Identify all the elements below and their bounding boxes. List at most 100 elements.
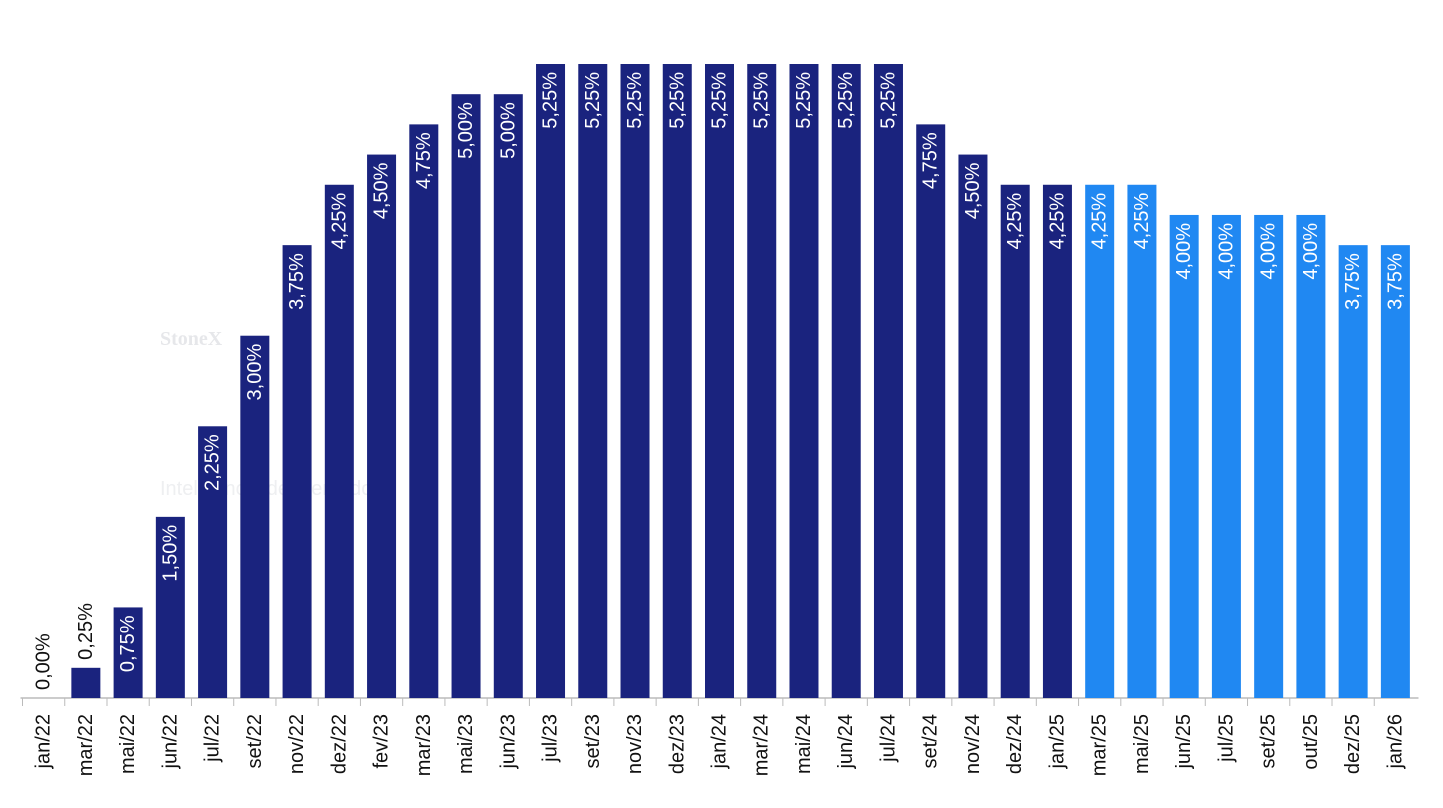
bar (198, 426, 228, 698)
x-tick-label: mar/22 (75, 714, 97, 776)
value-label: 4,00% (1300, 223, 1322, 280)
value-label: 0,75% (117, 615, 139, 672)
x-tick-label: jul/24 (877, 714, 899, 763)
value-label: 5,25% (666, 72, 688, 129)
bar (282, 245, 312, 698)
value-label: 4,25% (1089, 193, 1111, 250)
bar (1338, 245, 1368, 698)
x-tick-label: set/24 (920, 714, 942, 768)
bar (536, 64, 566, 698)
x-tick-label: dez/24 (1004, 714, 1026, 774)
value-label: 5,25% (582, 72, 604, 129)
value-label: 4,00% (1215, 223, 1237, 280)
bar (747, 64, 777, 698)
value-label: 5,25% (624, 72, 646, 129)
value-label: 4,25% (1131, 193, 1153, 250)
bar (916, 124, 946, 698)
value-label: 5,25% (793, 72, 815, 129)
x-tick-label: jun/25 (1173, 714, 1195, 770)
x-tick-label: jan/26 (1384, 714, 1406, 770)
x-tick-label: mai/22 (117, 714, 139, 774)
value-label: 5,25% (751, 72, 773, 129)
value-label: 3,75% (1384, 253, 1406, 310)
x-tick-label: mai/25 (1131, 714, 1153, 774)
x-tick-label: set/23 (582, 714, 604, 768)
bar (493, 94, 523, 698)
value-label: 4,75% (413, 132, 435, 189)
bar (1211, 214, 1241, 698)
x-tick-label: jan/25 (1046, 714, 1068, 770)
value-label: 0,25% (75, 603, 97, 660)
x-tick-label: jul/22 (202, 714, 224, 763)
x-tick-label: mar/24 (751, 714, 773, 776)
x-tick-label: mar/23 (413, 714, 435, 776)
value-label: 4,25% (1046, 193, 1068, 250)
value-label: 3,75% (286, 253, 308, 310)
bar (240, 335, 270, 698)
value-label: 2,25% (202, 434, 224, 491)
value-label: 0,00% (33, 633, 55, 690)
bar (451, 94, 481, 698)
value-label: 4,00% (1173, 223, 1195, 280)
x-tick-label: mai/23 (455, 714, 477, 774)
bar (958, 154, 988, 699)
bar (113, 607, 143, 698)
bar (789, 64, 819, 698)
value-label: 4,25% (328, 193, 350, 250)
bar (1380, 245, 1410, 698)
x-tick-label: nov/22 (286, 714, 308, 774)
value-label: 1,50% (159, 525, 181, 582)
bar (1127, 184, 1157, 698)
watermark-brand: StoneX (160, 328, 223, 350)
bar (873, 64, 903, 698)
value-label: 5,00% (455, 102, 477, 159)
x-tick-label: jan/24 (709, 714, 731, 770)
bar (71, 667, 101, 698)
value-label: 5,00% (497, 102, 519, 159)
value-label: 5,25% (709, 72, 731, 129)
value-label: 4,50% (962, 162, 984, 219)
x-tick-label: set/22 (244, 714, 266, 768)
bar (831, 64, 861, 698)
x-tick-label: mai/24 (793, 714, 815, 774)
x-tick-label: dez/23 (666, 714, 688, 774)
bar (409, 124, 439, 698)
value-label: 3,75% (1342, 253, 1364, 310)
bar (1169, 214, 1199, 698)
bar (1296, 214, 1326, 698)
x-tick-label: jul/23 (540, 714, 562, 763)
value-label: 5,25% (835, 72, 857, 129)
x-tick-label: fev/23 (371, 714, 393, 768)
bar (1254, 214, 1284, 698)
value-label: 4,50% (371, 162, 393, 219)
value-label: 4,00% (1258, 223, 1280, 280)
bar (662, 64, 692, 698)
bar (155, 516, 185, 698)
x-tick-label: out/25 (1300, 714, 1322, 770)
value-label: 4,75% (920, 132, 942, 189)
x-tick-label: jun/23 (497, 714, 519, 770)
bar (620, 64, 650, 698)
x-tick-label: mar/25 (1089, 714, 1111, 776)
x-tick-label: jun/22 (159, 714, 181, 770)
x-tick-label: dez/22 (328, 714, 350, 774)
value-label: 5,25% (540, 72, 562, 129)
bar (705, 64, 734, 698)
x-tick-label: nov/23 (624, 714, 646, 774)
value-label: 5,25% (877, 72, 899, 129)
value-label: 4,25% (1004, 193, 1026, 250)
bar (367, 154, 397, 699)
x-tick-label: dez/25 (1342, 714, 1364, 774)
bar (1000, 184, 1030, 698)
value-label: 3,00% (244, 344, 266, 401)
bar (1085, 184, 1115, 698)
x-tick-label: jul/25 (1215, 714, 1237, 763)
x-tick-label: jan/22 (33, 714, 55, 770)
bar (1042, 184, 1072, 698)
x-tick-label: jun/24 (835, 714, 857, 770)
x-tick-label: set/25 (1258, 714, 1280, 768)
bar (578, 64, 608, 698)
x-tick-label: nov/24 (962, 714, 984, 774)
bar (324, 184, 354, 698)
